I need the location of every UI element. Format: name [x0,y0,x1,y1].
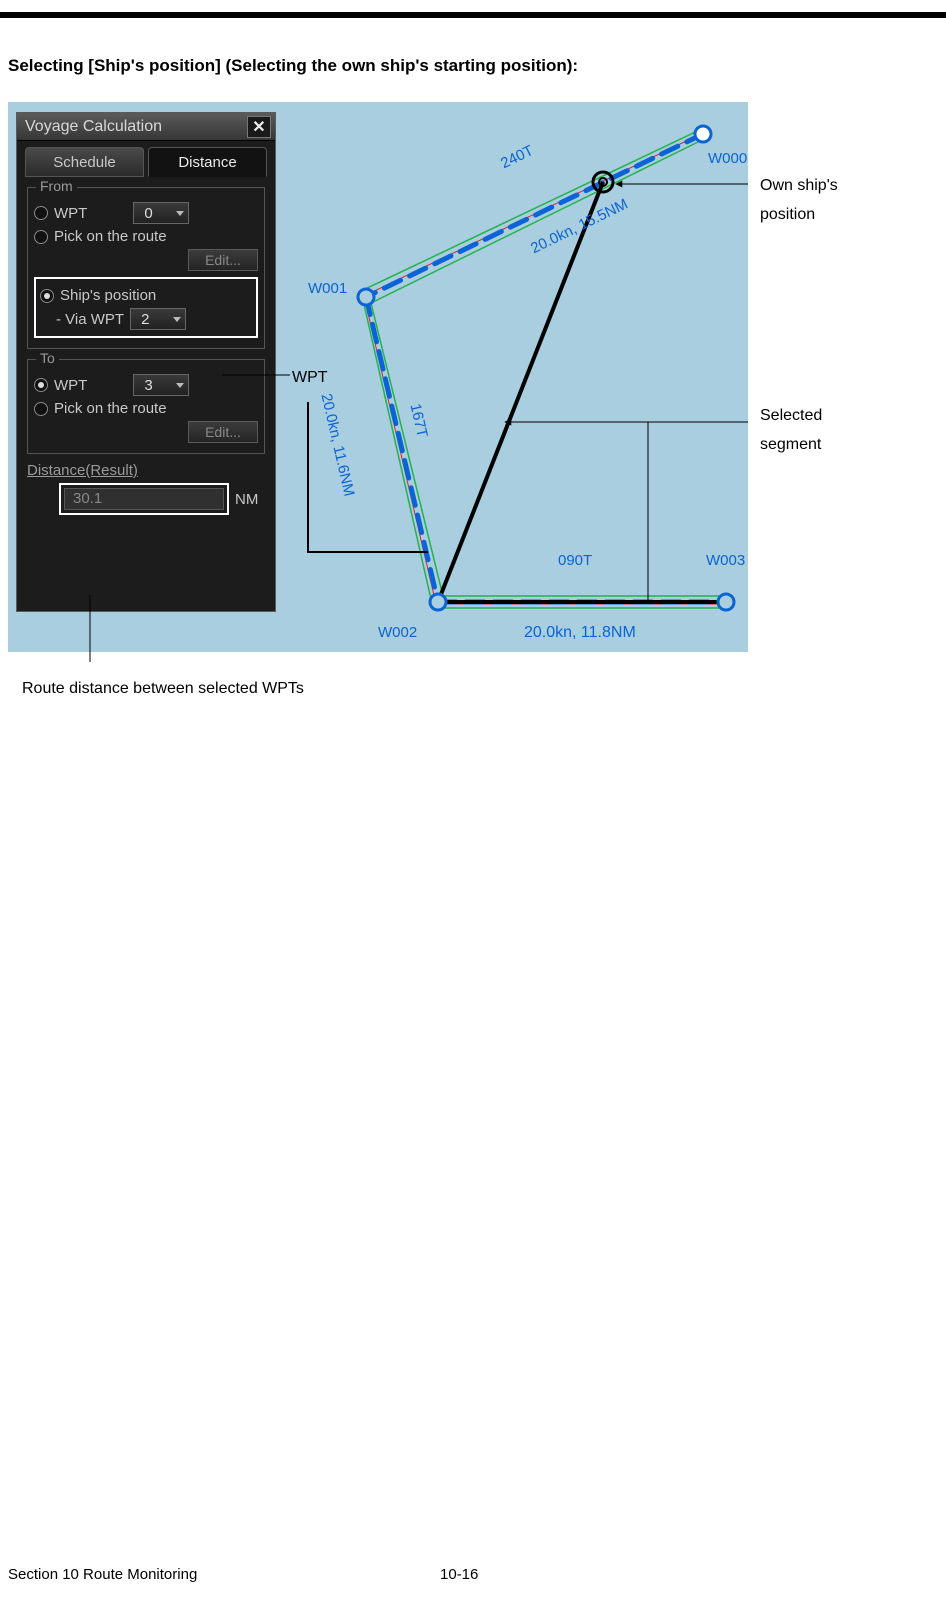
result-unit: NM [235,491,258,508]
from-wpt-select[interactable]: 0 [133,202,189,224]
page-rule [0,12,946,18]
segment-course-label: 167T [406,402,430,439]
close-icon: ✕ [252,117,265,137]
callout-route-distance: Route distance between selected WPTs [22,680,304,698]
chevron-down-icon [173,317,181,322]
segment-course-label: 090T [558,552,592,569]
callout-text: Selected [760,407,822,424]
close-button[interactable]: ✕ [247,116,271,138]
result-value-field: 30.1 [64,488,224,510]
from-wpt-label: WPT [54,205,87,222]
callout-selected-segment: Selected segment [760,402,822,460]
chevron-down-icon [176,211,184,216]
to-wpt-select[interactable]: 3 [133,374,189,396]
from-wpt-radio[interactable] [34,206,48,220]
wpt-label: W003 [706,552,745,569]
to-wpt-radio[interactable] [34,378,48,392]
segment-course-label: 240T [498,142,536,172]
to-pick-radio[interactable] [34,402,48,416]
wpt-label: W000 [708,150,747,167]
callout-text: segment [760,436,821,453]
result-label: Distance(Result) [27,462,265,479]
voyage-calculation-dialog: Voyage Calculation ✕ Schedule Distance F… [16,112,276,612]
from-pick-radio[interactable] [34,230,48,244]
from-pick-label: Pick on the route [54,228,167,245]
to-legend: To [36,350,59,366]
dialog-title: Voyage Calculation [25,118,162,136]
segment-speed-label: 20.0kn, 11.8NM [524,624,636,642]
result-area: Distance(Result) 30.1 NM [27,462,265,515]
via-wpt-value: 2 [141,311,149,328]
result-highlight: 30.1 [59,483,229,515]
callout-text: Own ship's [760,177,838,194]
tab-bar: Schedule Distance [17,141,275,177]
wpt-label: W001 [308,280,347,297]
segment-speed-label: 20.0kn, 11.6NM [317,392,357,498]
footer-page: 10-16 [440,1566,478,1583]
to-group: To WPT 3 Pick on the route Edit... [27,359,265,454]
to-edit-button[interactable]: Edit... [188,421,258,443]
from-shippos-label: Ship's position [60,287,156,304]
via-wpt-select[interactable]: 2 [130,308,186,330]
dialog-titlebar: Voyage Calculation ✕ [17,113,275,141]
page-heading: Selecting [Ship's position] (Selecting t… [8,56,578,76]
segment-speed-label: 20.0kn, 15.5NM [528,196,631,258]
ship-position-highlight: Ship's position - Via WPT 2 [34,277,258,338]
callout-wpt: WPT [292,364,328,393]
footer-section: Section 10 Route Monitoring [8,1566,197,1583]
chevron-down-icon [176,383,184,388]
tab-schedule[interactable]: Schedule [25,147,144,177]
figure-area: Voyage Calculation ✕ Schedule Distance F… [8,102,748,652]
from-shippos-radio[interactable] [40,289,54,303]
wpt-label: W002 [378,624,417,641]
to-wpt-value: 3 [144,377,152,394]
to-wpt-label: WPT [54,377,87,394]
callout-text: position [760,206,815,223]
via-wpt-label: - Via WPT [56,311,124,328]
callout-ownship: Own ship's position [760,172,838,230]
from-wpt-value: 0 [144,205,152,222]
to-pick-label: Pick on the route [54,400,167,417]
from-legend: From [36,178,77,194]
from-edit-button[interactable]: Edit... [188,249,258,271]
tab-distance[interactable]: Distance [148,147,267,177]
from-group: From WPT 0 Pick on the route Edit... [27,187,265,349]
